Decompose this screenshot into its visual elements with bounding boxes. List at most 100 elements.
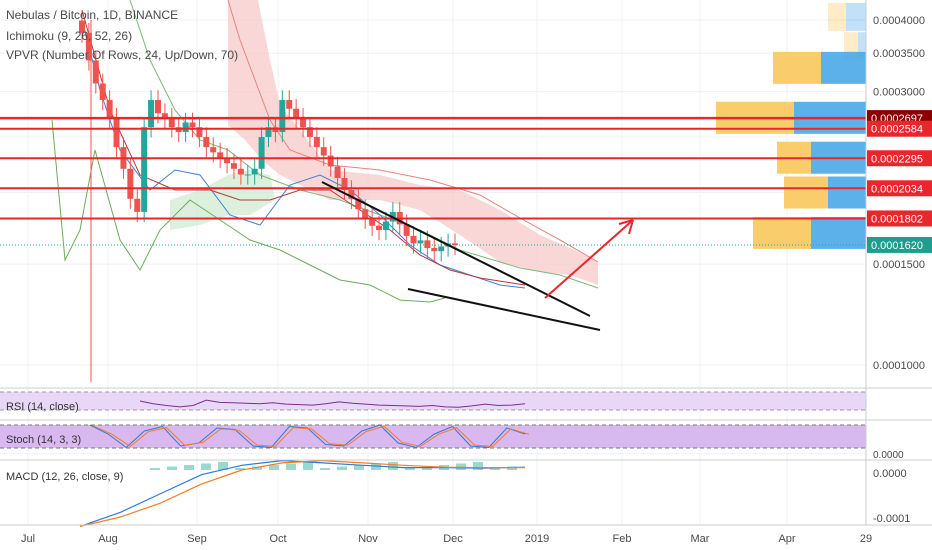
price-label-text-4: 0.0001802	[871, 213, 923, 225]
macd-hist-bar-16	[422, 466, 432, 470]
rsi-legend[interactable]: RSI (14, close)	[6, 401, 79, 413]
candle-body-16	[189, 122, 196, 128]
candle-body-26	[258, 136, 265, 169]
macd-tick-label-1: -0.0001	[873, 513, 910, 525]
candle-body-24	[244, 174, 251, 176]
macd-hist-bar-18	[456, 463, 466, 470]
candle-body-37	[334, 166, 341, 178]
candle-body-47	[403, 224, 410, 236]
macd-hist-bar-9	[303, 462, 313, 470]
x-tick-label-0: Jul	[21, 533, 35, 545]
y-tick-label-0: 0.0004000	[873, 15, 925, 27]
macd-hist-bar-4	[218, 462, 228, 470]
stoch-k-line	[89, 424, 526, 449]
trend-drawings[interactable]	[321, 181, 634, 331]
candle-body-52	[438, 246, 445, 252]
price-label-text-1: 0.0002584	[871, 124, 923, 136]
candle-body-42	[369, 218, 376, 226]
candle-body-34	[313, 136, 320, 148]
macd-hist-bar-8	[286, 463, 296, 470]
macd-hist-bar-21	[507, 466, 517, 470]
macd-tick-label-0: 0.0000	[873, 468, 907, 480]
candle-body-48	[410, 235, 417, 244]
vpvr-down-2	[773, 51, 821, 84]
candle-body-51	[431, 248, 438, 252]
wedge-lower-line	[407, 288, 601, 331]
rsi-line	[139, 399, 526, 408]
macd-hist-bar-15	[405, 468, 415, 470]
candle-body-22	[230, 163, 237, 169]
price-label-box-5	[867, 236, 932, 253]
rsi-pane	[0, 391, 866, 411]
macd-legend[interactable]: MACD (12, 26, close, 9)	[6, 471, 124, 483]
macd-hist-bar-3	[201, 463, 211, 470]
candle-body-29	[279, 100, 286, 133]
candle-body-36	[327, 155, 334, 167]
candle-body-11	[154, 100, 161, 114]
stoch-d-line	[93, 425, 530, 448]
candle-body-12	[161, 113, 168, 118]
cloud-span-b	[129, 0, 599, 289]
price-label-box-3	[867, 180, 932, 197]
stoch-legend[interactable]: Stoch (14, 3, 3)	[6, 434, 82, 446]
ichimoku-lines	[51, 9, 526, 303]
projection-arrow-head	[618, 219, 634, 235]
macd-hist-bar-6	[252, 466, 262, 470]
x-tick-label-8: Mar	[691, 533, 710, 545]
candle-body-54	[452, 243, 458, 245]
price-label-text-5: 0.0001620	[871, 240, 923, 252]
candle-body-19	[210, 147, 217, 153]
symbol-title[interactable]: Nebulas / Bitcoin, 1D, BINANCE	[6, 8, 179, 22]
y-tick-label-4: 0.0001000	[873, 360, 925, 372]
x-tick-label-7: Feb	[613, 533, 632, 545]
x-tick-label-9: Apr	[778, 533, 795, 545]
candle-body-44	[382, 221, 389, 231]
tenkan-line	[81, 19, 526, 289]
candle-body-10	[148, 100, 155, 128]
resistance-levels[interactable]	[0, 116, 866, 246]
stoch-tick-label: 0.0000	[873, 450, 904, 461]
candle-body-40	[355, 198, 362, 210]
vpvr-legend[interactable]: VPVR (Number Of Rows, 24, Up/Down, 70)	[6, 48, 239, 62]
candle-body-21	[224, 157, 231, 164]
stoch-band	[0, 425, 866, 448]
cloud-span-a	[227, 0, 599, 263]
candle-body-39	[348, 190, 355, 199]
candle-body-43	[376, 225, 383, 231]
candle-body-0	[79, 20, 85, 33]
candle-body-25	[251, 168, 258, 175]
candle-body-2	[92, 60, 99, 84]
price-label-text-2: 0.0002295	[871, 153, 923, 165]
candle-body-9	[141, 127, 148, 212]
ichimoku-legend[interactable]: Ichimoku (9, 26, 52, 26)	[6, 29, 133, 43]
macd-hist-bar-0	[150, 468, 160, 470]
candle-body-35	[320, 147, 327, 156]
candle-body-7	[127, 168, 134, 199]
macd-hist-bar-2	[184, 465, 194, 470]
price-label-box-2	[867, 150, 932, 167]
x-tick-label-6: 2019	[525, 533, 549, 545]
vpvr-up-6	[811, 216, 866, 249]
signal-line	[79, 459, 525, 527]
candle-body-49	[417, 240, 424, 244]
macd-hist-bar-7	[269, 465, 279, 470]
candle-body-41	[362, 209, 369, 219]
macd-hist-bar-20	[490, 468, 500, 470]
macd-hist-bar-13	[371, 463, 381, 470]
cloud-bull-area	[170, 170, 275, 230]
stoch-pane	[0, 424, 866, 449]
x-tick-label-2: Sep	[187, 533, 207, 545]
x-tick-label-1: Aug	[98, 533, 118, 545]
candle-body-13	[168, 117, 175, 128]
macd-hist-bar-1	[167, 466, 177, 470]
vpvr-down-6	[753, 216, 811, 249]
price-label-text-3: 0.0002034	[871, 183, 923, 195]
price-label-box-1	[867, 120, 932, 137]
candle-body-4	[106, 100, 113, 118]
candle-body-27	[265, 127, 272, 137]
y-tick-label-2: 0.0003000	[873, 87, 925, 99]
x-tick-label-3: Oct	[269, 533, 286, 545]
candle-body-1	[85, 32, 92, 61]
